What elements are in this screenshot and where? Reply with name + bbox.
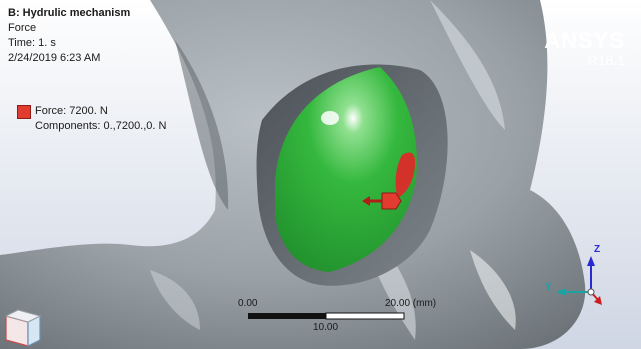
scale-bar-end-label: 20.00 (mm) bbox=[385, 298, 437, 309]
force-arrow-icon[interactable] bbox=[362, 192, 402, 210]
timestamp: 2/24/2019 6:23 AM bbox=[8, 52, 101, 64]
analysis-title: B: Hydrulic mechanism bbox=[8, 7, 131, 19]
coordinate-triad[interactable] bbox=[556, 256, 602, 305]
scale-bar bbox=[248, 312, 405, 320]
ansys-logo: ANSYS R18.1 bbox=[544, 28, 625, 69]
brand-version: R18.1 bbox=[587, 52, 625, 68]
highlight-region bbox=[470, 250, 516, 330]
scale-bar-mid-label: 10.00 bbox=[313, 322, 339, 333]
loaded-face bbox=[395, 152, 416, 198]
highlight-region bbox=[430, 0, 505, 130]
result-type: Force bbox=[8, 22, 37, 34]
selected-face[interactable] bbox=[275, 67, 417, 272]
force-legend-components: Components: 0.,7200.,0. N bbox=[35, 120, 167, 132]
analysis-info: B: Hydrulic mechanism Force Time: 1. s 2… bbox=[8, 6, 130, 66]
specular-highlight bbox=[321, 111, 339, 125]
highlight-region bbox=[150, 270, 200, 330]
triad-z-label: Z bbox=[594, 244, 601, 255]
force-legend-swatch bbox=[17, 105, 31, 119]
shadow-region bbox=[175, 40, 229, 210]
triad-y-label: Y bbox=[545, 282, 552, 293]
force-legend-label: Force: 7200. N bbox=[35, 105, 108, 117]
view-cube-icon[interactable] bbox=[4, 309, 42, 347]
scale-bar-start-label: 0.00 bbox=[238, 298, 258, 309]
brand-name: ANSYS bbox=[544, 28, 625, 53]
time-label: Time: 1. s bbox=[8, 37, 56, 49]
